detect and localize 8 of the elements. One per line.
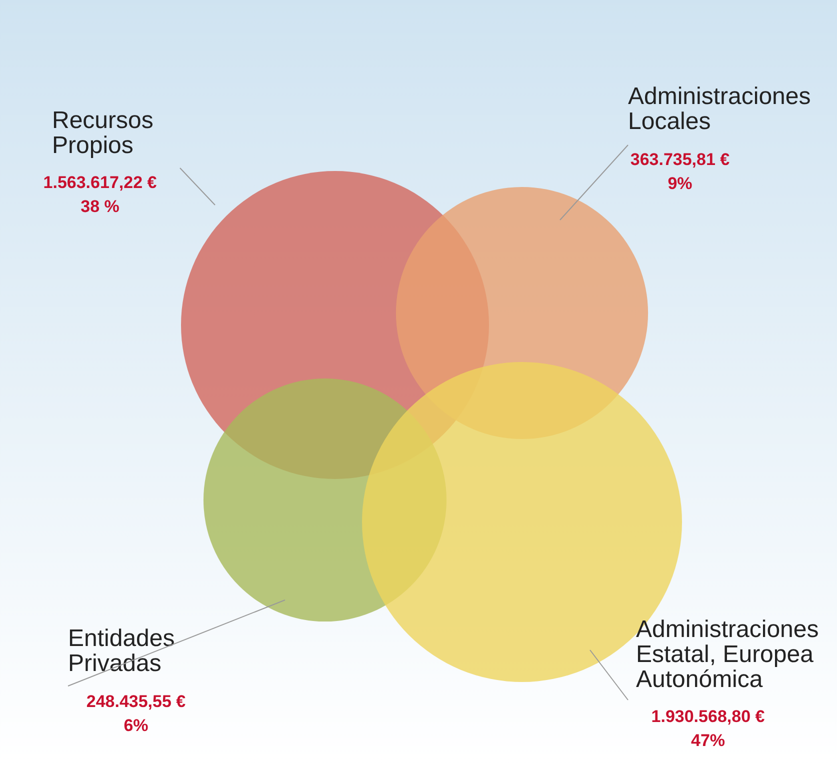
category-label: Administraciones Locales [628, 83, 811, 135]
data-label: 1.563.617,22 € 38 % [43, 173, 158, 216]
category-label: Recursos Propios [52, 107, 154, 159]
data-label: 363.735,81 € 9% [630, 150, 730, 193]
data-label: 1.930.568,80 € 47% [651, 707, 766, 750]
category-label: Entidades Privadas [68, 625, 175, 677]
category-label: Administraciones Estatal, Europea Autonómica [636, 616, 819, 693]
data-label: 248.435,55 € 6% [86, 692, 186, 735]
